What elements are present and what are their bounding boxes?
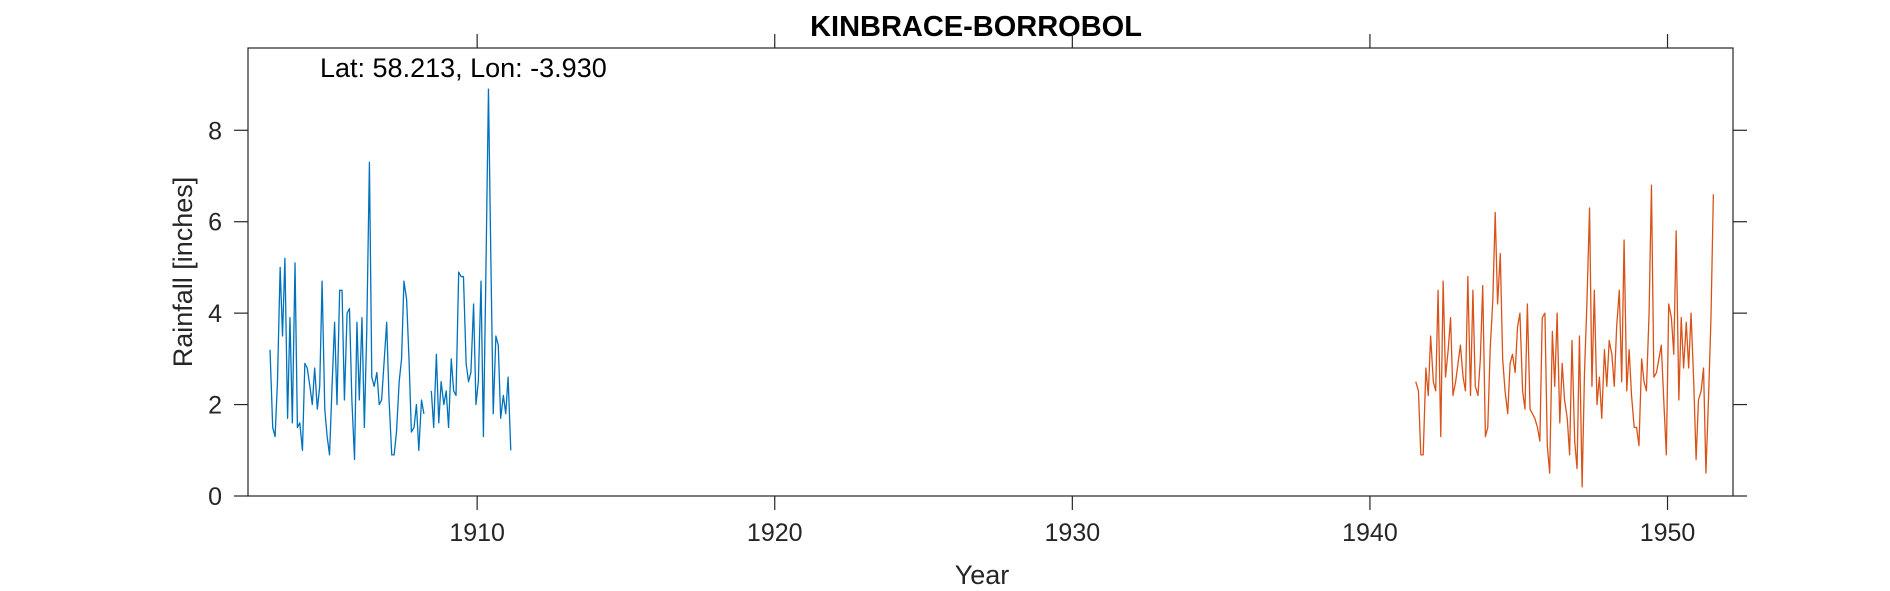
series-1-line [269,161,425,461]
x-tick-label: 1910 [449,519,505,547]
x-axis: 1910 1920 1930 1940 1950 [449,34,1695,547]
x-tick-label: 1940 [1342,519,1398,547]
x-tick-label: 1930 [1045,519,1101,547]
series-1-line [430,88,512,451]
chart-title: KINBRACE-BORROBOL [810,11,1142,43]
x-tick-label: 1920 [747,519,803,547]
location-annotation: Lat: 58.213, Lon: -3.930 [320,53,607,83]
y-tick-label: 6 [208,209,222,237]
y-tick-label: 4 [208,300,222,328]
x-tick-label: 1950 [1640,519,1696,547]
x-axis-label: Year [955,560,1010,590]
plot-area [247,47,1734,497]
series-2-line [1415,184,1715,488]
y-tick-label: 0 [208,483,222,511]
y-tick-label: 8 [208,117,222,145]
y-axis: 0 2 4 6 8 [208,117,1747,511]
y-tick-label: 2 [208,392,222,420]
series-layer [269,88,1715,488]
y-axis-label: Rainfall [inches] [168,177,198,368]
